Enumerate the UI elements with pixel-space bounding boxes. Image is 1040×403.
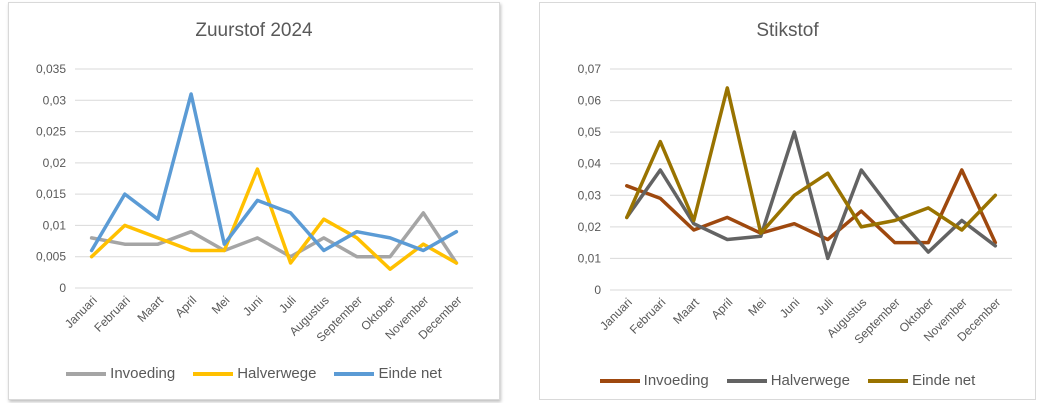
x-tick-label: April (172, 293, 199, 320)
y-tick-label: 0,05 (578, 125, 602, 139)
legend-swatch (334, 371, 375, 376)
legend-item: Invoeding (599, 372, 709, 389)
legend-item: Einde net (334, 365, 442, 382)
y-tick-label: 0,07 (578, 62, 602, 76)
legend-label: Einde net (378, 365, 442, 382)
x-tick-label: April (708, 295, 735, 322)
x-tick-label: Februari (627, 295, 668, 336)
series-line-invoeding (89, 211, 459, 265)
series-line-einde-net (89, 92, 459, 253)
y-tick-label: 0,005 (36, 250, 66, 264)
legend-item: Einde net (867, 372, 976, 389)
x-tick-label: Juli (276, 293, 299, 316)
x-tick-label: Maart (670, 295, 702, 327)
series-line-invoeding (625, 168, 998, 245)
legend-label: Invoeding (110, 365, 176, 382)
legend-label: Invoeding (643, 372, 709, 389)
legend-swatch (193, 371, 234, 376)
y-tick-label: 0,035 (36, 62, 66, 76)
x-tick-label: Juli (813, 295, 836, 318)
legend-label: Halverwege (770, 372, 850, 389)
y-tick-label: 0,01 (43, 218, 67, 232)
y-tick-label: 0,02 (43, 156, 67, 170)
y-tick-label: 0,03 (578, 188, 602, 202)
series-line-halverwege (89, 167, 459, 271)
x-tick-label: Maart (134, 293, 166, 325)
y-tick-label: 0,04 (578, 157, 602, 171)
chart-legend: Invoeding Halverwege Einde net (9, 365, 499, 382)
y-tick-label: 0,025 (36, 125, 66, 139)
y-tick-label: 0,03 (43, 93, 67, 107)
chart-stikstof: Stikstof 0 0,01 0,02 0,03 0,04 0,05 0,06 0,07 Ja… (539, 2, 1036, 400)
chart-plot-stikstof: 00,010,020,030,040,050,060,07JanuariFebr… (578, 62, 1012, 347)
legend-item: Halverwege (726, 372, 850, 389)
y-tick-label: 0,06 (578, 94, 602, 108)
legend-label: Einde net (911, 372, 976, 389)
legend-swatch (867, 378, 908, 383)
legend-item: Invoeding (66, 365, 175, 382)
y-tick-label: 0,02 (578, 220, 602, 234)
chart-plot-zuurstof: 00,0050,010,0150,020,0250,030,035Januari… (36, 62, 473, 345)
series-line-einde-net (625, 86, 998, 235)
legend-swatch (726, 378, 767, 383)
legend-swatch (599, 378, 640, 383)
chart-title: Zuurstof 2024 (195, 20, 313, 41)
chart-zuurstof: Zuurstof 2024 0 0,005 0,01 0,015 0,02 0,025 0,… (8, 2, 500, 400)
legend-item: Halverwege (193, 365, 316, 382)
chart-title: Stikstof (756, 20, 819, 41)
legend-label: Halverwege (237, 365, 317, 382)
x-tick-label: Februari (91, 293, 132, 334)
legend-swatch (66, 371, 107, 376)
x-tick-label: Mei (209, 293, 233, 317)
y-tick-label: 0 (59, 281, 66, 295)
y-tick-label: 0,015 (36, 187, 66, 201)
series-line-halverwege (625, 130, 998, 261)
chart-legend: Invoeding Halverwege Einde net (540, 372, 1035, 389)
y-tick-label: 0 (594, 283, 601, 297)
x-tick-label: Juni (240, 293, 265, 318)
x-tick-label: Mei (745, 295, 769, 319)
y-tick-label: 0,01 (578, 251, 602, 265)
x-tick-label: Juni (777, 295, 802, 320)
